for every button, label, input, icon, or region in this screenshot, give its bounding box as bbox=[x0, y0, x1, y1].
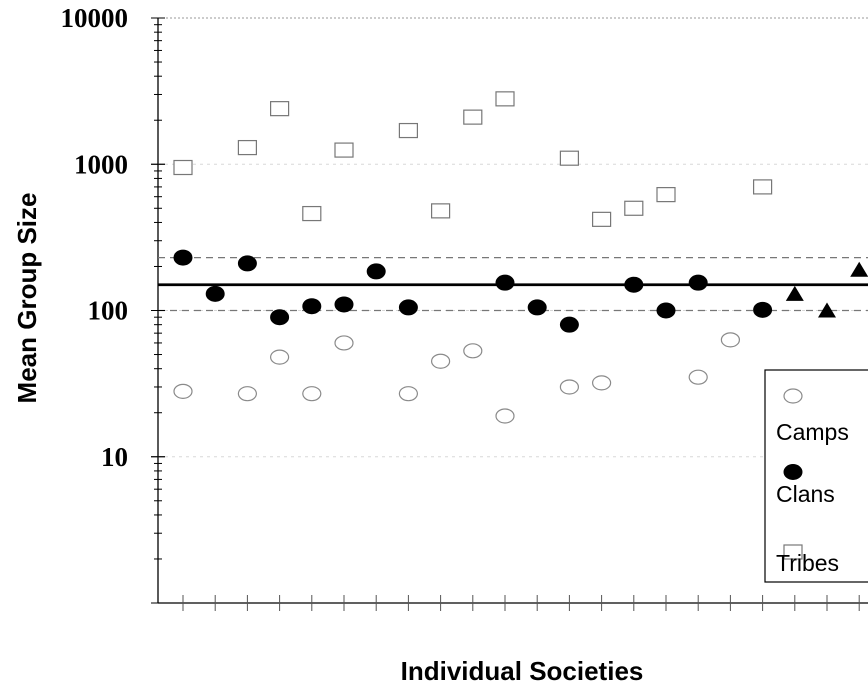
camps-point bbox=[431, 353, 451, 369]
legend-box bbox=[764, 369, 868, 583]
legend: Camps Clans Tribes bbox=[764, 369, 868, 583]
tribes-point bbox=[173, 159, 193, 176]
clans-point bbox=[398, 299, 418, 316]
clans-point bbox=[624, 276, 644, 293]
tribes-point bbox=[398, 122, 418, 139]
tribes-point bbox=[591, 211, 612, 227]
camps-point bbox=[688, 369, 708, 385]
y-tick-label: 100 bbox=[88, 296, 129, 326]
clans-point bbox=[688, 274, 708, 291]
tribes-point bbox=[656, 187, 676, 203]
clans-point bbox=[753, 301, 773, 318]
legend-label-clans: Clans bbox=[776, 481, 835, 507]
camps-point bbox=[237, 386, 257, 402]
x-axis-title: Individual Societies bbox=[401, 656, 644, 686]
y-axis-title: Mean Group Size bbox=[12, 193, 42, 404]
extra-point bbox=[818, 302, 836, 318]
clans-point bbox=[334, 296, 354, 313]
camps-point bbox=[334, 335, 354, 351]
y-tick-label: 10000 bbox=[61, 3, 129, 33]
extra-point bbox=[785, 285, 804, 301]
clans-point bbox=[270, 309, 290, 326]
y-tick-label: 1000 bbox=[74, 149, 128, 179]
y-axis: 10 100 1000 10000 bbox=[61, 3, 165, 604]
legend-marker-camps bbox=[783, 388, 803, 404]
extra-point bbox=[850, 261, 868, 277]
clans-point bbox=[173, 249, 193, 266]
tribes-point bbox=[237, 139, 257, 156]
tribes-point bbox=[752, 179, 773, 195]
camps-point bbox=[270, 349, 290, 365]
tribes-point bbox=[495, 91, 515, 107]
clans-point bbox=[495, 274, 515, 291]
clans-point bbox=[527, 299, 547, 316]
tribes-point bbox=[302, 205, 322, 222]
tribes-point bbox=[463, 109, 483, 125]
x-axis bbox=[182, 595, 860, 611]
data-marks bbox=[173, 91, 868, 424]
camps-point bbox=[495, 408, 515, 424]
legend-marker-tribes bbox=[783, 544, 803, 560]
legend-marker-clans bbox=[783, 464, 803, 480]
clans-point bbox=[302, 298, 322, 315]
camps-point bbox=[302, 386, 322, 402]
camps-point bbox=[591, 375, 612, 391]
clans-point bbox=[237, 255, 257, 272]
clans-point bbox=[205, 285, 225, 302]
legend-label-camps: Camps bbox=[776, 419, 849, 445]
camps-point bbox=[559, 379, 580, 395]
clans-point bbox=[656, 302, 676, 319]
camps-point bbox=[720, 332, 741, 348]
y-tick-label: 10 bbox=[101, 442, 128, 472]
tribes-point bbox=[559, 150, 580, 166]
tribes-point bbox=[270, 101, 290, 117]
legend-label-tribes: Tribes bbox=[776, 550, 839, 576]
camps-point bbox=[463, 343, 483, 359]
tribes-point bbox=[334, 142, 354, 158]
clans-point bbox=[559, 316, 579, 333]
camps-point bbox=[398, 386, 418, 402]
tribes-point bbox=[624, 200, 644, 216]
tribes-point bbox=[431, 203, 451, 219]
clans-point bbox=[366, 263, 386, 280]
camps-point bbox=[173, 383, 193, 399]
